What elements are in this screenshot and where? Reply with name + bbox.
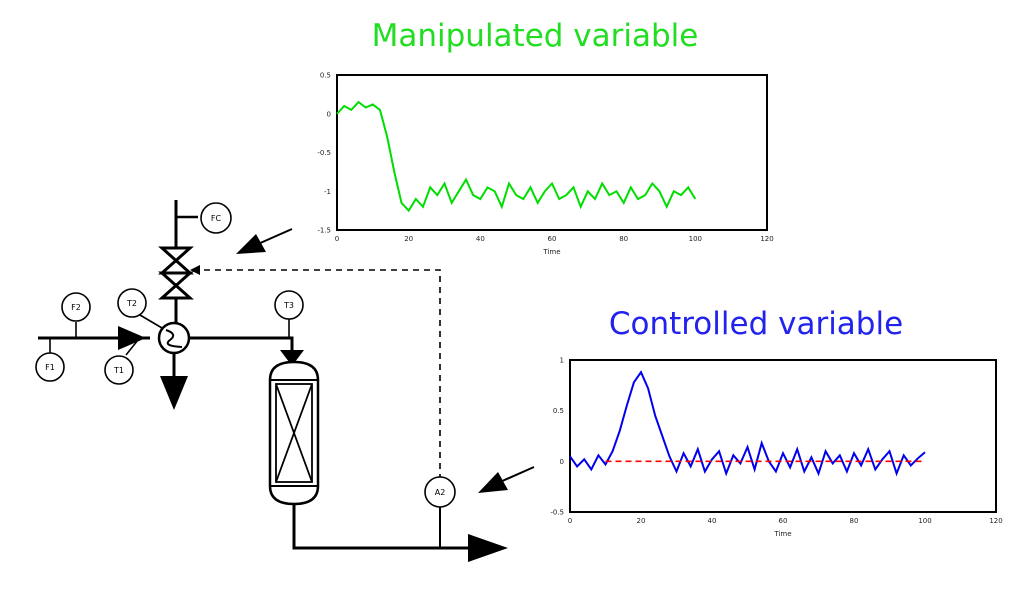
cv-x-axis-label: Time (773, 530, 791, 538)
x-tick-label: 100 (689, 235, 702, 243)
feed-arrow-icon (118, 326, 146, 350)
reactor-outlet-line (292, 504, 478, 550)
x-tick-label: 80 (850, 517, 859, 525)
pointer-arrow-icon (257, 228, 293, 245)
instrument-a2-tag: A2 (435, 488, 446, 497)
cv-chart-title: Controlled variable (609, 306, 903, 342)
x-tick-label: 20 (404, 235, 413, 243)
x-tick-label: 60 (779, 517, 788, 525)
y-tick-label: -1 (324, 188, 331, 196)
series-line (336, 100, 697, 213)
instrument-t2: T2 (117, 288, 163, 329)
y-tick-label: -1.5 (317, 227, 331, 235)
y-tick-label: 0 (560, 458, 564, 466)
pointer-arrowhead-icon (478, 472, 508, 493)
x-tick-label: 0 (335, 235, 339, 243)
instrument-t1-tag: T1 (113, 366, 124, 375)
mv-x-axis-label: Time (542, 248, 560, 256)
mv-chart: 0.5 0 -0.5 -1 -1.5 0 20 40 60 80 100 120 Time (317, 72, 773, 257)
x-tick-label: 120 (760, 235, 773, 243)
x-tick-label: 60 (548, 235, 557, 243)
control-valve-icon (158, 246, 194, 300)
y-tick-label: 0.5 (553, 407, 564, 415)
instrument-f1-tag: F1 (45, 363, 55, 372)
y-tick-label: 0 (327, 110, 331, 118)
instrument-t1: T1 (104, 339, 139, 385)
x-tick-label: 40 (708, 517, 717, 525)
instrument-f2-tag: F2 (71, 303, 81, 312)
heat-exchanger-icon (157, 321, 191, 355)
control-signal-line (190, 265, 441, 480)
x-tick-label: 120 (989, 517, 1002, 525)
instrument-a2: A2 (424, 476, 456, 508)
x-tick-label: 80 (619, 235, 628, 243)
outlet-arrow-icon (468, 534, 508, 562)
mv-plot-frame (336, 74, 768, 231)
y-tick-label: 0.5 (320, 72, 331, 80)
instrument-t3: T3 (274, 290, 304, 338)
x-tick-label: 40 (476, 235, 485, 243)
mv-chart-title: Manipulated variable (372, 18, 699, 54)
pid-schematic: FC F2 T2 T3 F1 T1 A2 (35, 200, 535, 562)
hx-to-reactor-line (189, 336, 294, 356)
instrument-t2-tag: T2 (126, 299, 137, 308)
pointer-arrowhead-icon (236, 234, 266, 254)
pointer-arrow-icon (499, 466, 535, 483)
x-tick-label: 100 (918, 517, 931, 525)
x-tick-label: 0 (568, 517, 572, 525)
series-line (569, 370, 926, 477)
reactor-vessel-icon (268, 360, 320, 506)
y-tick-label: -0.5 (550, 509, 564, 517)
cv-plot-frame (569, 359, 997, 513)
hx-drain-arrow-icon (160, 376, 188, 410)
instrument-fc: FC (200, 202, 232, 234)
y-tick-label: -0.5 (317, 149, 331, 157)
y-tick-label: 1 (560, 357, 564, 365)
instrument-fc-tag: FC (211, 214, 222, 223)
instrument-f1: F1 (35, 338, 65, 382)
cv-chart: 1 0.5 0 -0.5 0 20 40 60 80 100 120 Time (550, 357, 1002, 539)
instrument-t3-tag: T3 (283, 301, 294, 310)
reactor-inlet-arrow-icon (280, 350, 304, 366)
x-tick-label: 20 (637, 517, 646, 525)
instrument-f2: F2 (61, 292, 91, 338)
